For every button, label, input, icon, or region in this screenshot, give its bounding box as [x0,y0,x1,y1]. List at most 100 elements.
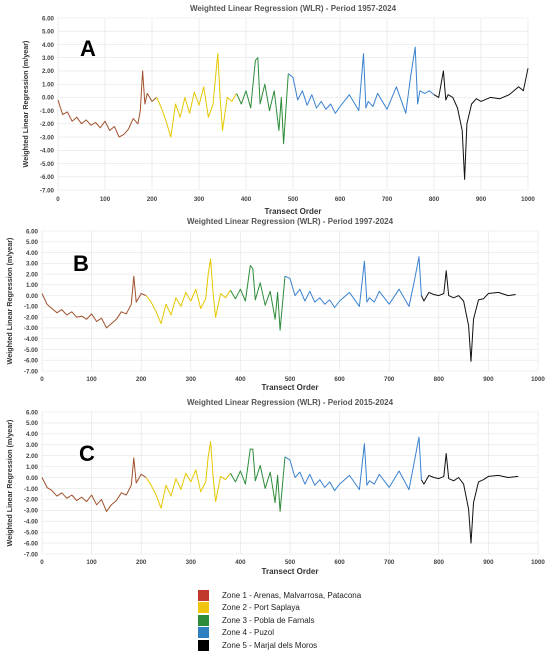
y-tick-label: 2.00 [26,271,39,278]
y-tick-label: -7.00 [40,187,55,194]
y-tick-label: -4.00 [24,336,39,343]
y-tick-label: 3.00 [26,442,39,449]
series-line-zone-3 [230,265,286,331]
y-tick-label: 6.00 [42,15,55,22]
x-tick-label: 300 [186,376,197,383]
series-line-zone-4 [287,46,435,114]
y-tick-label: 1.00 [26,282,39,289]
panel-letter: C [79,441,95,466]
y-tick-label: 1.00 [26,464,39,471]
x-tick-label: 0 [56,196,60,203]
x-tick-label: 700 [384,376,395,383]
chart-title: Weighted Linear Regression (WLR) - Perio… [187,217,394,226]
legend-item-zone-4: Zone 4 - Puzol [198,627,398,639]
y-tick-label: 6.00 [26,409,39,416]
x-tick-label: 300 [186,559,197,566]
x-tick-label: 900 [483,376,494,383]
legend-swatch-zone-2 [198,602,209,614]
y-tick-label: 4.00 [26,250,39,257]
y-axis-label: Weighted Linear Regression (m/year) [5,237,14,364]
x-tick-label: 800 [434,376,445,383]
chart-panel-c: -7.00 -6.00 -5.00 -4.00 -3.00 -2.00 -1.00 0.00 1… [5,398,545,576]
x-tick-label: 900 [483,559,494,566]
y-tick-label: 3.00 [26,261,39,268]
legend-label-zone-3: Zone 3 - Pobla de Farnals [222,615,315,625]
x-tick-label: 1000 [531,376,545,383]
x-tick-label: 300 [194,196,205,203]
x-axis-label: Transect Order [265,207,322,216]
y-tick-label: 5.00 [26,420,39,427]
y-tick-label: -5.00 [24,529,39,536]
x-tick-label: 200 [136,376,147,383]
y-tick-label: -2.00 [24,314,39,321]
x-tick-label: 1000 [531,559,545,566]
y-tick-label: -1.00 [24,486,39,493]
legend-label-zone-4: Zone 4 - Puzol [222,628,275,638]
y-tick-label: -6.00 [24,540,39,547]
series-line-zone-1 [41,457,147,512]
y-tick-label: 0.00 [42,95,55,102]
wlr-charts: -7.00 -6.00 -5.00 -4.00 -3.00 -2.00 -1.00 0.00 1… [5,4,545,576]
panel-letter: B [73,251,89,276]
x-axis-label: Transect Order [262,383,319,392]
legend-item-zone-1: Zone 1 - Arenas, Malvarrosa, Patacona [198,589,398,601]
y-tick-label: 4.00 [42,42,55,49]
y-tick-label: -1.00 [40,108,55,115]
series-line-zone-5 [433,68,529,180]
y-tick-label: 5.00 [26,239,39,246]
legend-swatch-zone-5 [198,639,209,651]
legend-label-zone-5: Zone 5 - Marjal dels Moros [222,640,318,650]
y-tick-label: -5.00 [40,161,55,168]
chart-panel-b: -7.00 -6.00 -5.00 -4.00 -3.00 -2.00 -1.00 0.00 1… [5,217,545,392]
y-tick-label: -1.00 [24,304,39,311]
y-tick-label: 0.00 [26,475,39,482]
series-line-zone-2 [145,441,231,509]
x-tick-label: 600 [335,196,346,203]
y-tick-label: 2.00 [42,68,55,75]
x-tick-label: 100 [100,196,111,203]
series-line-zone-1 [57,70,158,138]
series-line-zone-3 [236,57,289,145]
x-tick-label: 400 [235,376,246,383]
chart-title: Weighted Linear Regression (WLR) - Perio… [190,4,397,13]
legend-item-zone-2: Zone 2 - Port Saplaya [198,602,398,614]
series-line-zone-2 [156,53,238,138]
y-tick-label: -6.00 [24,358,39,365]
legend-label-zone-1: Zone 1 - Arenas, Malvarrosa, Patacona [222,590,362,600]
series-line-zone-3 [230,448,286,512]
x-tick-label: 100 [86,559,97,566]
y-tick-label: -4.00 [40,148,55,155]
x-tick-label: 500 [285,376,296,383]
y-tick-label: -7.00 [24,368,39,375]
y-tick-label: -2.00 [40,121,55,128]
x-tick-label: 800 [434,559,445,566]
series-line-zone-5 [420,270,516,362]
x-tick-label: 700 [382,196,393,203]
x-tick-label: 1000 [521,196,535,203]
x-tick-label: 800 [429,196,440,203]
x-tick-label: 200 [136,559,147,566]
x-axis-label: Transect Order [262,567,319,576]
y-tick-label: 4.00 [26,431,39,438]
y-tick-label: -5.00 [24,347,39,354]
y-tick-label: -3.00 [24,508,39,515]
y-tick-label: 2.00 [26,453,39,460]
legend-label-zone-2: Zone 2 - Port Saplaya [222,603,300,613]
x-tick-label: 500 [285,559,296,566]
legend-swatch-zone-3 [198,614,209,626]
panel-letter: A [80,36,96,61]
series-line-zone-1 [41,275,147,329]
x-tick-label: 400 [235,559,246,566]
legend-item-zone-5: Zone 5 - Marjal dels Moros [198,639,398,651]
y-tick-label: -3.00 [24,325,39,332]
x-tick-label: 200 [147,196,158,203]
y-tick-label: -3.00 [40,134,55,141]
y-tick-label: 6.00 [26,228,39,235]
series-line-zone-4 [284,256,422,308]
y-axis-label: Weighted Linear Regression (m/year) [5,419,14,546]
x-tick-label: 0 [40,559,44,566]
y-tick-label: 3.00 [42,55,55,62]
legend-item-zone-3: Zone 3 - Pobla de Farnals [198,614,398,626]
x-tick-label: 600 [334,559,345,566]
x-tick-label: 600 [334,376,345,383]
